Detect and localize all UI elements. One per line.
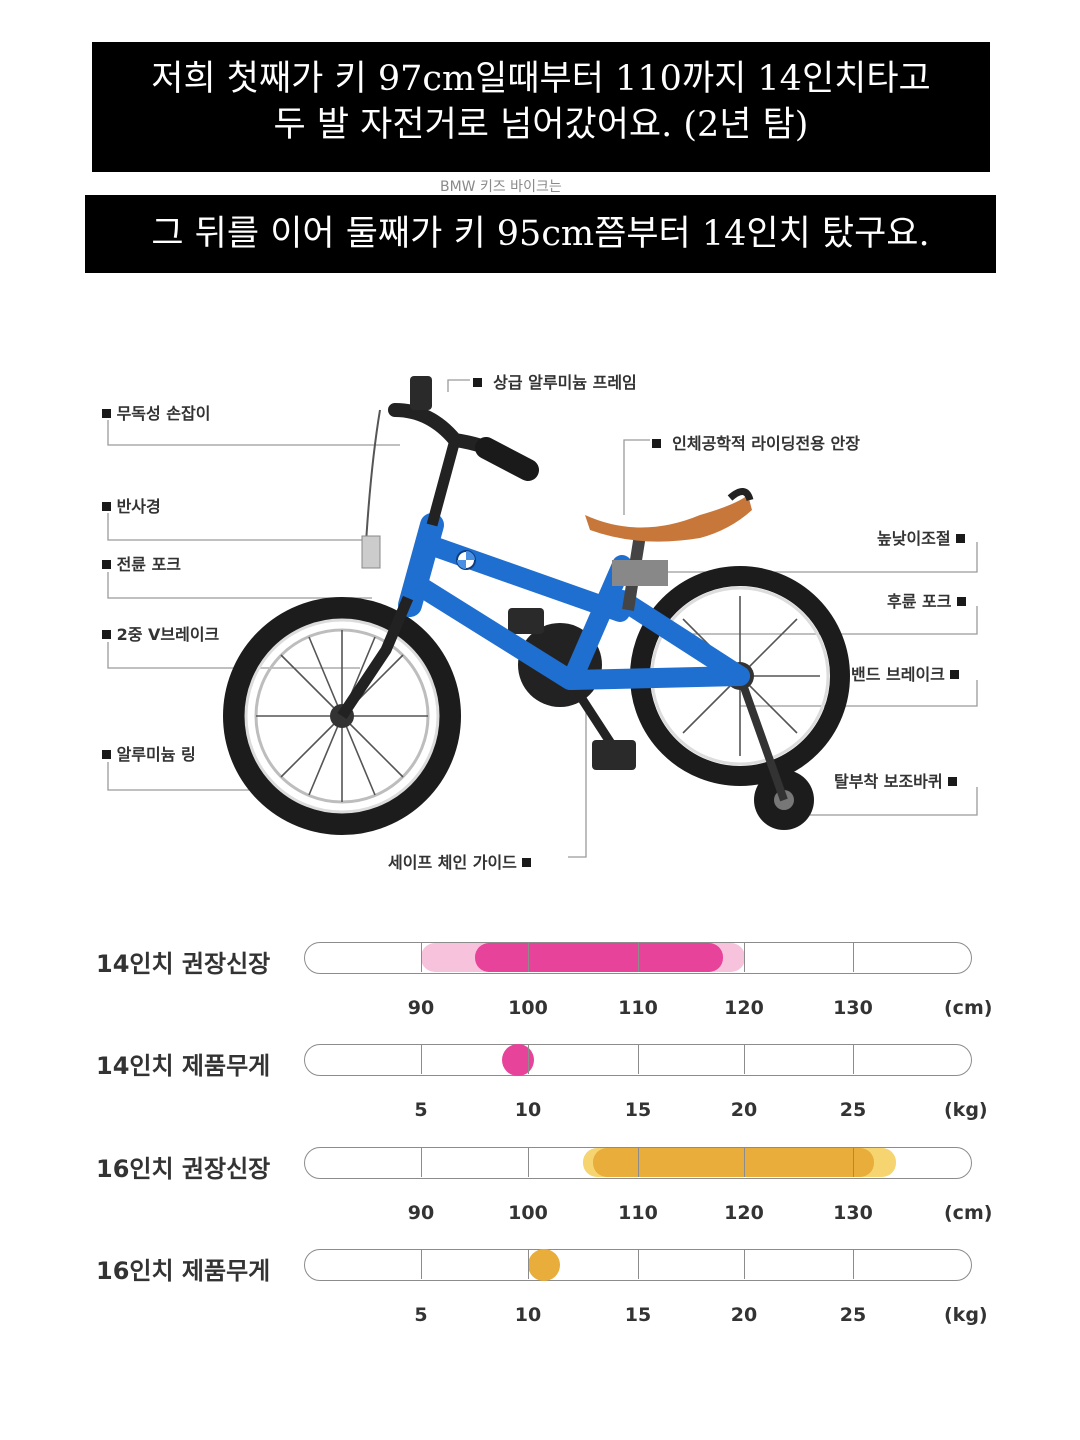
gauge-tick-label: 130 <box>833 997 873 1019</box>
callout-saddle: 인체공학적 라이딩전용 안장 <box>652 430 860 454</box>
gauge-label: 16인치 제품무게 <box>96 1257 271 1285</box>
gauge-tick-label: 5 <box>414 1099 428 1121</box>
caption-second: 그 뒤를 이어 둘째가 키 95cm쯤부터 14인치 탔구요. <box>85 195 996 273</box>
gauge-label: 14인치 권장신장 <box>96 950 271 978</box>
gauge-range-bar <box>474 943 723 972</box>
bike-illustration <box>223 376 850 835</box>
callout-chain-guide: 세이프 체인 가이드 <box>388 849 532 873</box>
gauge-divider <box>743 1148 745 1177</box>
callout-frame: 상급 알루미늄 프레임 <box>473 369 637 393</box>
gauge-label: 16인치 권장신장 <box>96 1155 271 1183</box>
caption-ghost-text: BMW 키즈 바이크는 <box>440 179 562 195</box>
frame <box>408 535 750 690</box>
gauge-divider <box>420 943 422 972</box>
callout-rear-fork: 후륜 포크 <box>887 588 967 612</box>
callout-training-wheels: 탈부착 보조바퀴 <box>834 768 958 792</box>
gauge-tick-label: 130 <box>833 1202 873 1224</box>
gauge-tick-label: 20 <box>730 1304 758 1326</box>
gauge-label: 14인치 제품무게 <box>96 1052 271 1080</box>
gauge-point-marker <box>527 1249 560 1281</box>
gauge-divider <box>527 1045 529 1074</box>
gauge-range-bar <box>593 1148 875 1177</box>
callout-rim: 알루미늄 링 <box>102 741 196 765</box>
gauge-unit: (cm) <box>944 997 993 1019</box>
gauge-tick-label: 25 <box>839 1304 867 1326</box>
bullet-square-icon <box>948 777 958 786</box>
gauge-divider <box>527 1250 529 1279</box>
gauge-tick-label: 100 <box>508 1202 548 1224</box>
gauge-tick-label: 100 <box>508 997 548 1019</box>
gauge-divider <box>420 1148 422 1177</box>
gauge-tick-label: 10 <box>514 1099 542 1121</box>
gauge-divider <box>637 1045 639 1074</box>
gauge-divider <box>743 943 745 972</box>
gauge-divider <box>637 943 639 972</box>
gauge-track <box>304 1044 972 1076</box>
bullet-square-icon <box>956 534 966 543</box>
gauge-tick-label: 25 <box>839 1099 867 1121</box>
gauge-tick-label: 90 <box>407 1202 435 1224</box>
gauge-tick-label: 15 <box>624 1304 652 1326</box>
gauge-divider <box>852 1045 854 1074</box>
bullet-square-icon <box>102 630 111 639</box>
caption-top-line2: 두 발 자전거로 넘어갔어요. (2년 탐) <box>273 105 809 145</box>
gauge-point-marker <box>501 1044 534 1076</box>
gauge-track <box>304 1147 972 1179</box>
callout-band-brake: 밴드 브레이크 <box>851 661 960 685</box>
callout-front-fork: 전륜 포크 <box>102 551 181 575</box>
gauge-divider <box>527 1148 529 1177</box>
gauge-unit: (kg) <box>944 1099 988 1121</box>
gauge-tick-label: 15 <box>624 1099 652 1121</box>
bullet-square-icon <box>957 597 967 606</box>
gauge-divider <box>637 1148 639 1177</box>
bullet-square-icon <box>102 502 111 511</box>
gauge-tick-label: 120 <box>724 997 764 1019</box>
saddle <box>585 495 752 542</box>
caption-top: 저희 첫째가 키 97cm일때부터 110까지 14인치타고 두 발 자전거로 … <box>92 42 990 172</box>
callout-reflector: 반사경 <box>102 493 161 517</box>
gauge-unit: (kg) <box>944 1304 988 1326</box>
gauge-divider <box>420 1045 422 1074</box>
caption-top-line1: 저희 첫째가 키 97cm일때부터 110까지 14인치타고 <box>151 59 931 99</box>
gauge-track <box>304 1249 972 1281</box>
gauge-divider <box>743 1250 745 1279</box>
gauge-tick-label: 120 <box>724 1202 764 1224</box>
gauge-tick-label: 10 <box>514 1304 542 1326</box>
gauge-divider <box>527 943 529 972</box>
gauge-tick-label: 20 <box>730 1099 758 1121</box>
callout-grip: 무독성 손잡이 <box>102 400 210 424</box>
gauge-divider <box>852 943 854 972</box>
bullet-square-icon <box>652 439 661 448</box>
gauge-divider <box>420 1250 422 1279</box>
bullet-square-icon <box>102 560 111 569</box>
gauge-track <box>304 942 972 974</box>
callout-v-brake: 2중 V브레이크 <box>102 621 219 645</box>
bullet-square-icon <box>102 409 111 418</box>
gauge-divider <box>637 1250 639 1279</box>
gauge-tick-label: 110 <box>618 997 658 1019</box>
gauge-tick-label: 110 <box>618 1202 658 1224</box>
bullet-square-icon <box>950 670 960 679</box>
gauge-divider <box>743 1045 745 1074</box>
bullet-square-icon <box>473 378 482 387</box>
gauge-tick-label: 90 <box>407 997 435 1019</box>
bullet-square-icon <box>522 858 532 867</box>
gauge-divider <box>852 1148 854 1177</box>
bullet-square-icon <box>102 750 111 759</box>
gauge-divider <box>852 1250 854 1279</box>
gauge-unit: (cm) <box>944 1202 993 1224</box>
gauge-tick-label: 5 <box>414 1304 428 1326</box>
callout-height-adjust: 높낮이조절 <box>877 525 966 549</box>
